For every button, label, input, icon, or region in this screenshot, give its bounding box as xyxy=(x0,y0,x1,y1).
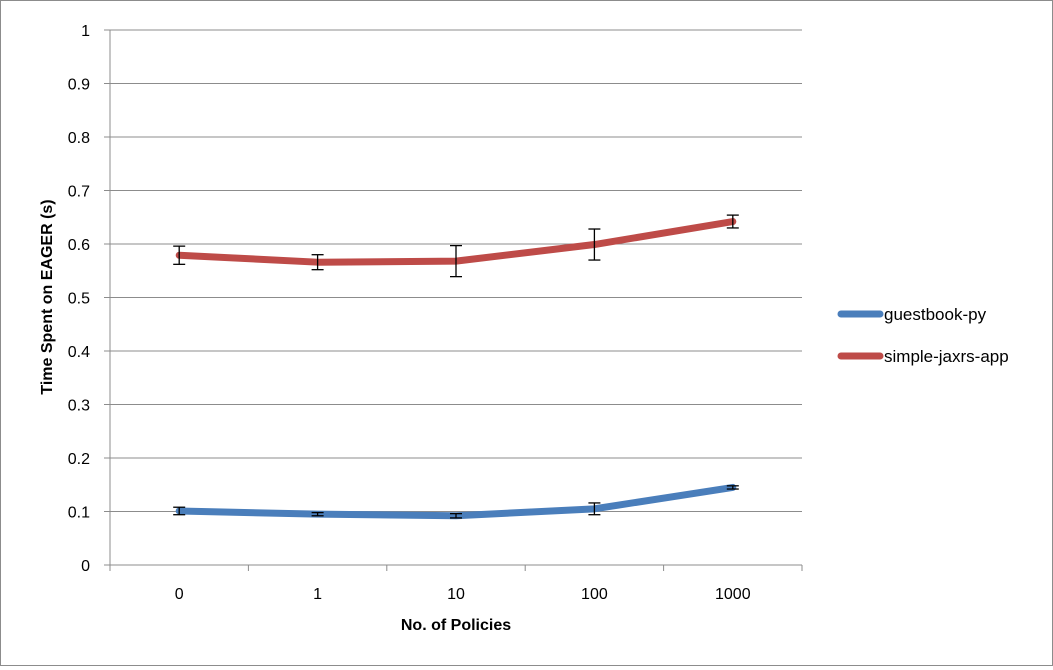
y-tick-label: 0.2 xyxy=(68,451,90,468)
legend-entry: simple-jaxrs-app xyxy=(841,347,1009,366)
x-axis-title: No. of Policies xyxy=(401,617,511,634)
y-tick-label: 1 xyxy=(81,23,90,40)
series xyxy=(173,215,739,518)
y-tick-label: 0.3 xyxy=(68,398,90,415)
x-tick-label: 1 xyxy=(313,586,322,603)
legend-label: simple-jaxrs-app xyxy=(884,347,1009,366)
x-tick-label: 0 xyxy=(175,586,184,603)
series-guestbook-py xyxy=(173,486,739,518)
series-simple-jaxrs-app xyxy=(173,215,739,277)
y-tick-label: 0.1 xyxy=(68,505,90,522)
legend: guestbook-py simple-jaxrs-app xyxy=(841,305,1009,366)
y-tick-label: 0 xyxy=(81,558,90,575)
y-tick-label: 0.7 xyxy=(68,184,90,201)
legend-label: guestbook-py xyxy=(884,305,987,324)
y-axis-title: Time Spent on EAGER (s) xyxy=(39,199,56,394)
y-tick-label: 0.6 xyxy=(68,237,90,254)
legend-entry: guestbook-py xyxy=(841,305,987,324)
y-tick-label: 0.9 xyxy=(68,77,90,94)
x-tick-label: 1000 xyxy=(715,586,751,603)
x-tick-label: 100 xyxy=(581,586,608,603)
y-tick-label: 0.8 xyxy=(68,130,90,147)
y-tick-label: 0.5 xyxy=(68,291,90,308)
y-tick-label: 0.4 xyxy=(68,344,90,361)
x-tick-label: 10 xyxy=(447,586,465,603)
